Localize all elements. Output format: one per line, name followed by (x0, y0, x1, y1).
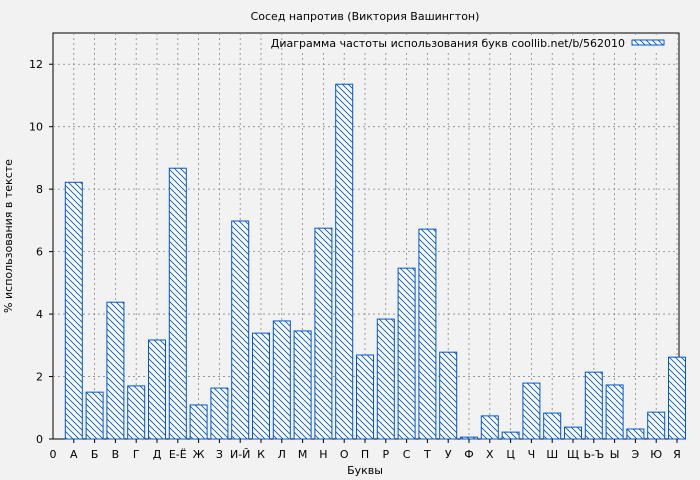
y-tick-label: 10 (29, 121, 43, 134)
x-tick-label: Ю (650, 448, 662, 461)
bar-Н (314, 227, 333, 440)
x-tick-label: Т (423, 448, 431, 461)
bar-Д (148, 339, 166, 440)
bar-Г (127, 385, 146, 440)
bar-О (335, 83, 354, 440)
x-tick-label: И-Й (230, 448, 250, 461)
x-tick-label: Н (319, 448, 327, 461)
bar-Ч (522, 382, 541, 440)
x-tick-label: М (298, 448, 308, 461)
x-tick-label: Г (133, 448, 140, 461)
x-tick-label: У (445, 448, 452, 461)
x-tick-label: Щ (567, 448, 579, 461)
bar-Ф (460, 436, 478, 440)
bar-А (64, 181, 83, 440)
bar-Ц (501, 431, 520, 440)
legend-swatch (631, 39, 665, 46)
y-tick-label: 12 (29, 58, 43, 71)
x-tick-label: О (340, 448, 349, 461)
y-axis-label: % использования в тексте (2, 159, 15, 313)
bar-Т (418, 228, 437, 440)
y-tick-label: 6 (36, 246, 43, 259)
x-tick-label: Ч (528, 448, 536, 461)
x-tick-label: А (70, 448, 78, 461)
bar-З (210, 387, 229, 440)
y-tick-label: 2 (36, 371, 43, 384)
bar-И-Й (231, 220, 250, 440)
bar-Ы (605, 384, 624, 440)
bar-Б (85, 391, 104, 440)
bar-К (252, 332, 270, 440)
bar-Л (272, 320, 291, 440)
x-tick-label: К (257, 448, 265, 461)
bar-С (397, 267, 416, 440)
x-tick-label: С (403, 448, 411, 461)
bar-Щ (564, 426, 582, 440)
x-tick-label: Х (486, 448, 494, 461)
bar-Р (376, 318, 395, 440)
bar-Е-Ё (168, 167, 187, 440)
x-tick-label: Э (632, 448, 640, 461)
x-tick-label: Б (91, 448, 99, 461)
x-tick-label: В (112, 448, 120, 461)
x-tick-label: Ф (464, 448, 473, 461)
x-origin-label: 0 (50, 448, 57, 461)
x-tick-label: З (216, 448, 223, 461)
bar-П (356, 354, 374, 440)
bar-У (439, 351, 458, 440)
x-tick-label: Е-Ё (169, 448, 187, 461)
legend: Диаграмма частоты использования букв coo… (271, 35, 677, 51)
bar-Ш (543, 412, 562, 440)
y-tick-label: 8 (36, 183, 43, 196)
bar-М (293, 330, 312, 440)
x-axis-label: Буквы (347, 464, 383, 477)
bar-Х (480, 415, 499, 440)
x-tick-label: П (361, 448, 369, 461)
x-tick-label: Р (382, 448, 389, 461)
x-tick-label: Ц (506, 448, 515, 461)
bar-Ж (189, 404, 208, 440)
bar-Ю (647, 411, 666, 440)
x-tick-label: Ы (610, 448, 620, 461)
bar-Э (626, 428, 645, 440)
x-tick-label: Ж (193, 448, 205, 461)
legend-label: Диаграмма частоты использования букв coo… (271, 37, 625, 50)
x-tick-label: Я (673, 448, 681, 461)
chart-title: Сосед напротив (Виктория Вашингтон) (251, 10, 480, 23)
y-tick-label: 0 (36, 433, 43, 446)
x-tick-label: Л (278, 448, 286, 461)
bar-Ь-Ъ (584, 371, 603, 440)
bar-В (106, 301, 125, 440)
bar-Я (668, 356, 686, 440)
x-tick-label: Ш (546, 448, 558, 461)
y-tick-label: 4 (36, 308, 43, 321)
x-tick-label: Д (153, 448, 162, 461)
x-tick-label: Ь-Ъ (583, 448, 604, 461)
